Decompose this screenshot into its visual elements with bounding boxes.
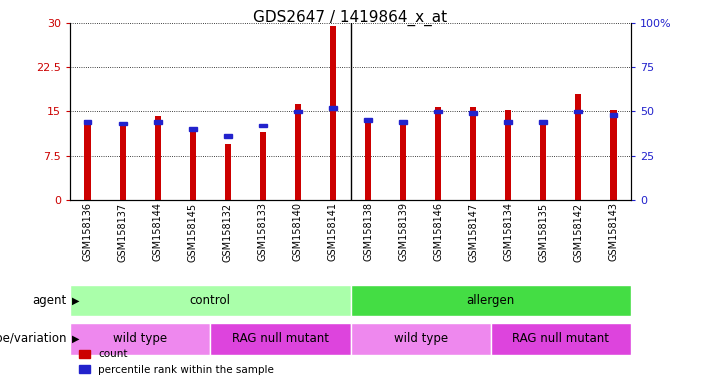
Bar [435, 109, 442, 113]
Bar [365, 118, 372, 122]
Bar [329, 106, 336, 109]
Bar [491, 323, 631, 354]
Bar [504, 120, 512, 124]
Bar [224, 134, 231, 138]
Bar [470, 107, 476, 200]
Bar [505, 110, 511, 200]
Bar [224, 144, 231, 200]
Bar [350, 323, 491, 354]
Bar [294, 104, 301, 200]
Bar [575, 94, 581, 200]
Bar [84, 120, 91, 124]
Legend: count, percentile rank within the sample: count, percentile rank within the sample [75, 345, 278, 379]
Text: agent: agent [32, 294, 67, 307]
Text: ▶: ▶ [72, 295, 79, 306]
Bar [154, 116, 161, 200]
Bar [294, 109, 301, 113]
Bar [610, 109, 617, 200]
Bar [540, 123, 547, 200]
Text: wild type: wild type [393, 333, 448, 345]
Bar [85, 120, 91, 200]
Text: allergen: allergen [467, 294, 515, 307]
Bar [189, 127, 196, 131]
Bar [70, 285, 351, 316]
Text: ▶: ▶ [72, 334, 79, 344]
Text: RAG null mutant: RAG null mutant [232, 333, 329, 345]
Bar [365, 123, 372, 200]
Text: genotype/variation: genotype/variation [0, 333, 67, 345]
Bar [574, 109, 582, 113]
Bar [435, 107, 442, 200]
Bar [259, 124, 266, 127]
Bar [210, 323, 350, 354]
Bar [70, 323, 210, 354]
Bar [329, 26, 336, 200]
Text: GDS2647 / 1419864_x_at: GDS2647 / 1419864_x_at [254, 10, 447, 26]
Bar [119, 122, 127, 126]
Bar [610, 113, 618, 117]
Bar [400, 123, 407, 200]
Bar [350, 285, 631, 316]
Bar [260, 132, 266, 200]
Text: control: control [190, 294, 231, 307]
Text: RAG null mutant: RAG null mutant [512, 333, 609, 345]
Bar [154, 120, 161, 124]
Bar [400, 120, 407, 124]
Bar [470, 111, 477, 115]
Text: wild type: wild type [113, 333, 168, 345]
Bar [189, 132, 196, 200]
Bar [119, 126, 126, 200]
Bar [540, 120, 547, 124]
